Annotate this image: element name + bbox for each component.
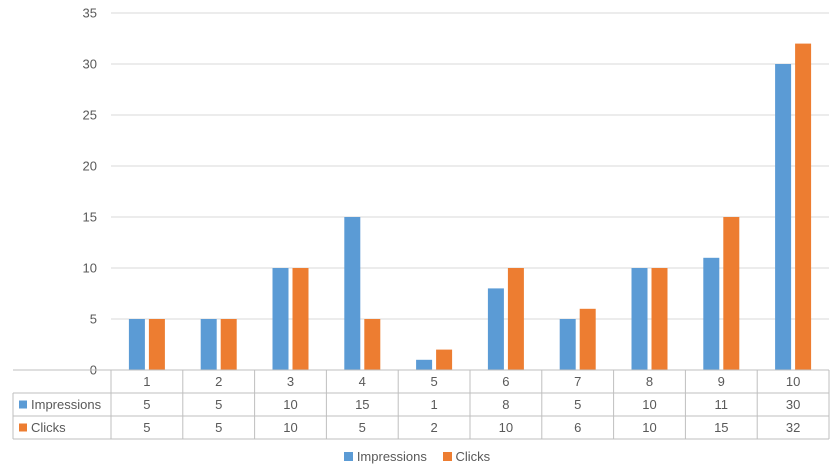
bar-clicks-5 — [436, 349, 453, 370]
y-tick-label: 10 — [83, 261, 97, 276]
y-tick-label: 25 — [83, 108, 97, 123]
data-table: 1 2 3 4 5 6 7 8 9 10 Impressions 5 5 10 15 1 8 5 10 11 30 Cli… — [12, 369, 830, 440]
table-cell-clicks: 2 — [430, 420, 437, 435]
table-cell-clicks: 6 — [574, 420, 581, 435]
table-cell-clicks: 10 — [642, 420, 656, 435]
table-cell-impressions: 30 — [786, 397, 800, 412]
x-tick-label: 6 — [502, 374, 509, 389]
x-tick-label: 4 — [359, 374, 366, 389]
legend-label-impressions: Impressions — [356, 449, 427, 464]
bar-clicks-10 — [795, 43, 812, 370]
legend: Impressions Clicks — [0, 449, 834, 464]
table-cell-clicks: 5 — [215, 420, 222, 435]
bar-impressions-1 — [128, 319, 145, 370]
x-tick-label: 3 — [287, 374, 294, 389]
bar-impressions-3 — [272, 268, 289, 370]
y-tick-label: 30 — [83, 57, 97, 72]
y-tick-label: 35 — [83, 6, 97, 21]
bar-impressions-6 — [487, 288, 504, 370]
table-cell-impressions: 5 — [215, 397, 222, 412]
bar-impressions-2 — [200, 319, 217, 370]
y-tick-label: 15 — [83, 210, 97, 225]
x-tick-label: 10 — [786, 374, 800, 389]
table-cell-impressions: 8 — [502, 397, 509, 412]
legend-swatch-impressions — [343, 452, 353, 461]
bar-clicks-4 — [364, 319, 381, 370]
bar-impressions-5 — [416, 359, 433, 370]
y-tick-label: 5 — [90, 312, 97, 327]
table-cell-clicks: 10 — [499, 420, 513, 435]
table-cell-impressions: 15 — [355, 397, 369, 412]
x-tick-label: 8 — [646, 374, 653, 389]
x-tick-label: 9 — [718, 374, 725, 389]
bar-impressions-8 — [631, 268, 648, 370]
table-cell-clicks: 15 — [714, 420, 728, 435]
table-key-clicks — [19, 423, 27, 432]
table-series-label: Clicks — [31, 420, 66, 435]
table-cell-clicks: 10 — [283, 420, 297, 435]
legend-label-clicks: Clicks — [455, 449, 491, 464]
x-tick-label: 1 — [143, 374, 150, 389]
table-cell-impressions: 5 — [574, 397, 581, 412]
table-key-impressions — [19, 400, 27, 409]
table-series-label: Impressions — [31, 397, 102, 412]
bar-clicks-1 — [148, 319, 165, 370]
bars — [128, 43, 812, 370]
legend-item-impressions: Impressions — [343, 449, 427, 464]
table-cell-clicks: 5 — [359, 420, 366, 435]
y-tick-label: 20 — [83, 159, 97, 174]
table-cell-impressions: 5 — [143, 397, 150, 412]
bar-clicks-3 — [292, 268, 309, 370]
table-cell-impressions: 1 — [430, 397, 437, 412]
x-tick-label: 5 — [430, 374, 437, 389]
legend-item-clicks: Clicks — [442, 449, 491, 464]
bar-impressions-9 — [703, 257, 720, 370]
table-cell-impressions: 10 — [642, 397, 656, 412]
gridlines — [111, 12, 829, 320]
bar-impressions-10 — [775, 64, 792, 370]
bar-impressions-7 — [559, 319, 576, 370]
bar-clicks-8 — [651, 268, 668, 370]
legend-swatch-clicks — [442, 452, 452, 461]
bar-clicks-9 — [723, 217, 740, 370]
bar-clicks-6 — [507, 268, 524, 370]
table-cell-clicks: 32 — [786, 420, 800, 435]
x-tick-label: 2 — [215, 374, 222, 389]
bar-impressions-4 — [344, 217, 361, 370]
bar-clicks-2 — [220, 319, 237, 370]
table-cell-impressions: 11 — [715, 397, 729, 412]
table-cell-clicks: 5 — [143, 420, 150, 435]
table-cell-impressions: 10 — [283, 397, 297, 412]
x-tick-label: 7 — [574, 374, 581, 389]
bar-clicks-7 — [579, 308, 596, 370]
